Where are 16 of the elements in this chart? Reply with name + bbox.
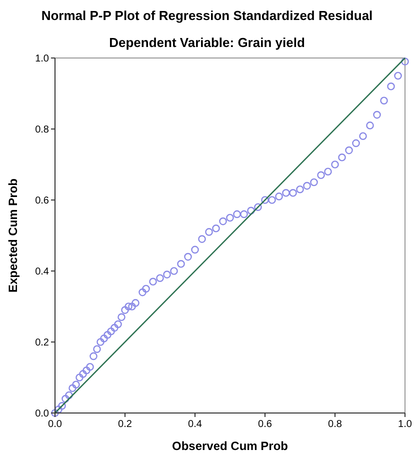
y-tick-label: 0.2	[35, 338, 50, 348]
y-tick-label: 0.4	[35, 266, 50, 278]
y-tick-label: 0.0	[35, 408, 50, 420]
x-tick-label: 0.2	[118, 419, 132, 430]
chart-title: Normal P-P Plot of Regression Standardized Residual	[41, 8, 373, 23]
y-axis-title: Expected Cum Prob	[6, 178, 20, 293]
x-tick-label: 0.8	[328, 419, 342, 430]
x-tick-label: 0.4	[188, 419, 202, 430]
x-tick-label: 1.0	[398, 419, 412, 430]
x-tick-label: 0.0	[48, 419, 62, 430]
x-axis-title: Observed Cum Prob	[172, 439, 288, 453]
x-tick-label: 0.6	[258, 419, 272, 430]
chart-subtitle: Dependent Variable: Grain yield	[109, 35, 305, 50]
y-tick-label: 0.8	[35, 124, 50, 136]
y-tick-label: 0.6	[35, 196, 50, 206]
y-tick-label: 1.0	[35, 54, 50, 64]
